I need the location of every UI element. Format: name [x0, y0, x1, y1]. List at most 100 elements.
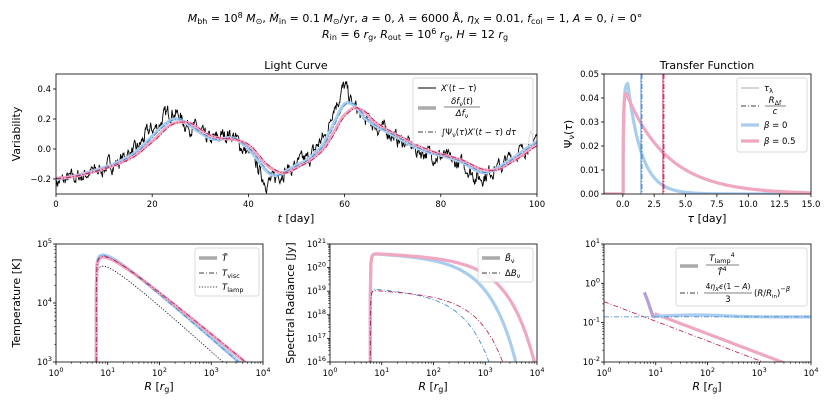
temp-xtick: 104: [256, 366, 271, 379]
ratio-series-inner-edge: [642, 291, 656, 319]
lc-legend-conv: ∫Ψν(τ)X′(t − τ) dτ: [441, 128, 517, 139]
lc-xtick: 100: [529, 200, 545, 210]
svg-text:T̄4: T̄4: [717, 265, 726, 278]
tf-ylabel: Ψν(τ): [562, 120, 576, 148]
panel-temperature: 100 101 102 103 104 103 104 105 R [rg] Temperat…: [10, 237, 270, 394]
ratio-legend: Tlamp4 T̄4 4ηXϵ(1 − A) 3 (R/Rin)−β: [675, 247, 808, 307]
temp-xlabel: R [rg]: [144, 380, 173, 394]
light-curve-frame: [55, 73, 538, 195]
sr-ylabel: Spectral Radiance [Jy]: [284, 242, 297, 363]
ratio-ytick: 101: [585, 237, 600, 250]
suptitle-line-2: Rin = 6 rg, Rout = 106 rg, H = 12 rg: [322, 27, 508, 42]
lc-xtick: 20: [147, 200, 158, 210]
temp-ytick: 105: [37, 237, 52, 250]
sr-series-bbar-beta05: [368, 252, 536, 362]
ratio-ytick: 100: [585, 276, 600, 289]
lc-legend-flux: δfν(t): [451, 97, 473, 108]
sr-xlabel: R [rg]: [418, 380, 447, 394]
tf-xlabel: τ [day]: [688, 212, 727, 225]
tf-ytick: 0.00: [580, 190, 599, 200]
sr-legend-dbnu: ΔBν: [505, 269, 521, 280]
sr-ytick: 1018: [307, 308, 326, 321]
temp-xtick: 103: [204, 366, 219, 379]
tf-legend: τλ RΔf c β = 0 β = 0.5: [736, 77, 808, 153]
temp-xtick: 101: [100, 366, 115, 379]
lc-ytick: −0.2: [30, 175, 51, 185]
sr-ytick: 1016: [307, 355, 326, 368]
temp-ticks: 100 101 102 103 104 103 104 105: [37, 237, 270, 379]
lc-xtick: 0: [53, 200, 58, 210]
lc-legend-xprime: X′(t − τ): [440, 84, 476, 94]
temp-ytick: 103: [37, 355, 52, 368]
sr-ytick: 1021: [307, 237, 326, 250]
tf-xtick: 7.5: [710, 200, 724, 210]
temp-ytick: 104: [37, 296, 52, 309]
sr-xtick: 101: [374, 366, 389, 379]
ratio-xtick: 101: [648, 366, 663, 379]
ratio-series-beta05: [654, 312, 787, 362]
panel-spectral-radiance: 100 101 102 103 104101610171018101910201021 …: [284, 237, 544, 394]
sr-legend-bbar: B̄ν: [505, 252, 515, 265]
tf-series-beta05: [604, 91, 811, 194]
ratio-ytick: 10-1: [583, 316, 600, 329]
lc-legend: X′(t − τ) δfν(t) Δfν ∫Ψν(τ)X′(t − τ) dτ: [412, 77, 534, 145]
panel-light-curve: Light Curve 0 20 40 60 80 100 −0.: [10, 59, 545, 225]
tf-xtick: 10.0: [739, 200, 758, 210]
tf-xtick: 15.0: [802, 200, 821, 210]
tf-xtick: 0.0: [616, 200, 630, 210]
sr-xtick: 100: [323, 366, 338, 379]
tf-ytick: 0.01: [580, 166, 599, 176]
tf-legend-beta0: β = 0: [763, 121, 787, 131]
transfer-function-frame: [603, 73, 812, 195]
tf-legend-rdelta: RΔf: [769, 96, 782, 107]
panel-transfer-function: Transfer Function 0.0 2.5 5.0 7.5 10.0 12.5 15…: [562, 59, 820, 225]
tf-xtick: 2.5: [647, 200, 661, 210]
lc-ticks: 0 20 40 60 80 100 −0.2 0.0 0.2 0.4: [30, 85, 545, 210]
ratio-series-model-beta05: [604, 301, 764, 362]
tf-ticks: 0.0 2.5 5.0 7.5 10.0 12.5 15.0 0.00 0.01 0.02 0.03…: [580, 70, 820, 210]
tf-ytick: 0.05: [580, 70, 599, 80]
sr-ticks: 100 101 102 103 104 1016 1017 1018 1019 1020 1021: [307, 237, 545, 379]
lc-ytick: 0.0: [37, 145, 51, 155]
ratio-xtick: 104: [804, 366, 819, 379]
light-curve-title: Light Curve: [264, 59, 328, 72]
tf-ytick: 0.04: [580, 94, 599, 104]
sr-legend: B̄ν ΔBν: [477, 247, 534, 283]
sr-series-dbnu-beta0: [369, 289, 490, 362]
lc-series-conv-blue: [56, 102, 537, 180]
ratio-xtick: 102: [700, 366, 715, 379]
lc-ytick: 0.2: [37, 115, 51, 125]
lc-xtick: 60: [339, 200, 350, 210]
tf-xtick: 5.0: [679, 200, 693, 210]
temp-xtick: 100: [49, 366, 64, 379]
temp-ylabel: Temperature [K]: [10, 259, 23, 349]
tf-xtick: 12.5: [770, 200, 789, 210]
temp-legend-tbar: T̄: [222, 252, 228, 264]
temp-series-tvisc-beta05: [95, 256, 247, 362]
sr-ytick: 1017: [307, 331, 326, 344]
svg-text:Δfν: Δfν: [455, 109, 469, 120]
lc-ylabel: Variability: [10, 106, 23, 161]
tf-ytick: 0.02: [580, 142, 599, 152]
temp-legend: T̄ Tvisc Tlamp: [194, 247, 260, 297]
ratio-xlabel: R [rg]: [692, 380, 721, 394]
ratio-ticks: 100 101 102 103 104 10-2 10-1 100 101: [583, 237, 819, 379]
sr-xtick: 104: [530, 366, 545, 379]
lc-series-conv-pink: [56, 107, 537, 179]
panel-lamp-ratio: 100 101 102 103 104 10-2 10-1 100 101 R [rg] Tla…: [583, 237, 819, 394]
lc-xtick: 80: [435, 200, 446, 210]
svg-text:c: c: [773, 107, 778, 117]
ratio-xtick: 100: [597, 366, 612, 379]
ratio-legend-model: 4ηXϵ(1 − A): [706, 282, 751, 293]
suptitle-line-1: Mbh = 108 M⊙, Ṁin = 0.1 M⊙/yr, a = 0, λ …: [188, 11, 643, 26]
temp-legend-tvisc: Tvisc: [222, 269, 240, 280]
transfer-function-title: Transfer Function: [659, 59, 755, 72]
ratio-legend-lamp: Tlamp4: [709, 251, 735, 265]
lc-xtick: 40: [243, 200, 254, 210]
sr-xtick: 102: [426, 366, 441, 379]
svg-text:3: 3: [725, 295, 730, 305]
temp-legend-tlamp: Tlamp: [222, 283, 243, 294]
tf-ytick: 0.03: [580, 118, 599, 128]
tf-legend-beta05: β = 0.5: [763, 137, 795, 147]
